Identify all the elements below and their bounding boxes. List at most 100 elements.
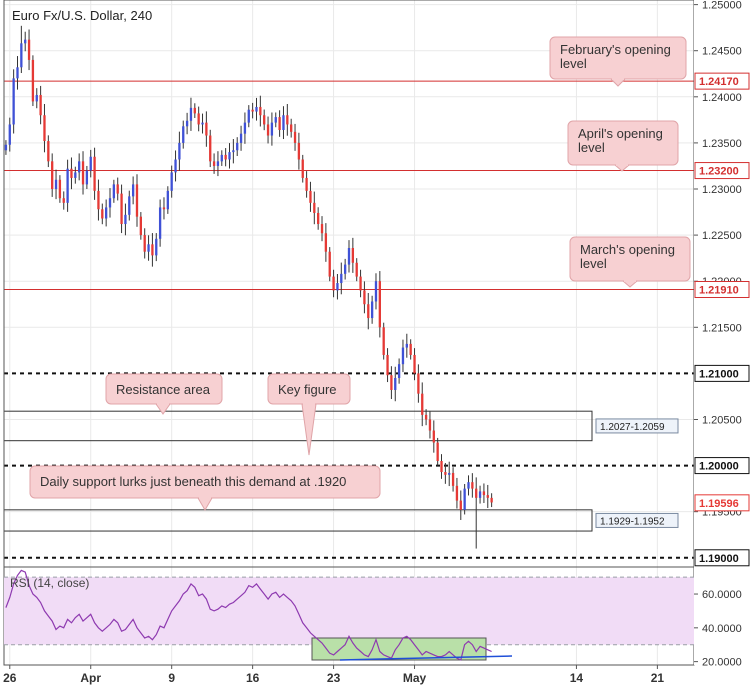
rsi-title: RSI (14, close) (10, 576, 89, 590)
callout-text: level (578, 140, 605, 155)
candle-body (370, 301, 374, 319)
rsi-tick-label: 20.0000 (702, 657, 742, 669)
candle-body (317, 212, 320, 225)
candle-body (424, 414, 428, 420)
candle-body (305, 177, 308, 191)
candle-body (20, 43, 23, 68)
candle-body (270, 122, 274, 136)
candle-body (174, 159, 177, 173)
callout-text: Resistance area (116, 382, 211, 397)
candle-body (459, 500, 462, 510)
candle-body (394, 378, 397, 390)
candle-body (101, 209, 104, 219)
candle-body (290, 124, 293, 132)
candle-body (378, 281, 381, 328)
candle-body (343, 264, 347, 274)
candle-body (467, 482, 470, 489)
candle-body (374, 281, 378, 302)
candle-body (251, 109, 254, 112)
candle-body (486, 495, 489, 498)
candle-body (471, 482, 474, 489)
callout-text: March's opening (580, 242, 675, 257)
candlestick-series (4, 25, 493, 549)
candle-body (490, 497, 493, 503)
grid-lines (4, 0, 694, 665)
candle-body (147, 244, 150, 252)
candle-body (16, 67, 19, 79)
candle-body (189, 107, 193, 121)
candle-body (247, 109, 250, 123)
candle-body (12, 78, 15, 125)
candle-body (178, 142, 181, 160)
candle-body (27, 39, 31, 60)
time-tick-label: Apr (80, 671, 101, 685)
candle-body (89, 156, 92, 171)
candle-body (428, 419, 432, 431)
candle-body (158, 207, 162, 239)
candle-body (324, 233, 328, 252)
callout-text: Daily support lurks just beneath this de… (40, 474, 346, 489)
rsi-tick-label: 40.0000 (702, 623, 742, 635)
candle-body (478, 491, 482, 498)
price-tick-label: 1.24000 (702, 92, 742, 104)
candle-body (255, 106, 258, 112)
candle-body (58, 179, 62, 199)
time-tick-label: 16 (246, 671, 260, 685)
candle-body (209, 135, 212, 162)
candle-body (482, 491, 486, 496)
level-price-tag (694, 364, 750, 382)
candle-body (421, 393, 424, 415)
candle-body (436, 442, 439, 461)
candle-body (124, 214, 127, 225)
candle-body (336, 283, 339, 291)
candle-body (4, 144, 8, 151)
candle-body (93, 156, 96, 191)
candle-body (301, 159, 304, 178)
level-price-label: 1.20000 (699, 461, 739, 473)
level-price-label: 1.19000 (699, 553, 739, 565)
callout-text: February's opening (560, 42, 671, 57)
candle-body (332, 276, 335, 291)
candle-body (212, 161, 216, 166)
candle-body (313, 202, 316, 213)
candle-body (182, 126, 185, 143)
callout-text: level (580, 256, 607, 271)
candle-body (266, 124, 270, 136)
candle-body (463, 488, 466, 510)
current-price-label: 1.19596 (699, 498, 739, 510)
candle-body (351, 248, 355, 263)
candle-body (54, 179, 58, 189)
candle-body (243, 122, 247, 134)
candle-body (259, 106, 262, 116)
callout-text: level (560, 56, 587, 71)
candle-body (201, 122, 204, 125)
candle-body (47, 141, 50, 162)
rsi-divergence-trendline (339, 655, 513, 661)
candle-body (451, 472, 455, 486)
candle-body (309, 190, 312, 203)
candle-body (139, 216, 142, 236)
level-price-tag (694, 280, 750, 298)
time-tick-label: May (403, 671, 427, 685)
candle-body (328, 251, 331, 277)
candle-body (24, 39, 27, 44)
candle-body (455, 485, 459, 501)
candle-body (224, 154, 227, 160)
candle-body (475, 488, 478, 498)
candle-body (340, 273, 343, 284)
zone-label: 1.2027-1.2059 (600, 422, 665, 433)
candle-body (359, 276, 362, 291)
candle-body (120, 193, 123, 225)
candle-body (197, 113, 200, 125)
candle-body (347, 248, 351, 265)
candle-body (128, 196, 131, 215)
zone-label-box (595, 512, 679, 528)
candle-body (228, 152, 231, 160)
time-tick-label: 21 (651, 671, 665, 685)
time-tick-label: 9 (168, 671, 175, 685)
price-tick-label: 1.25000 (702, 0, 742, 12)
candle-body (170, 172, 173, 191)
candle-body (131, 184, 135, 197)
